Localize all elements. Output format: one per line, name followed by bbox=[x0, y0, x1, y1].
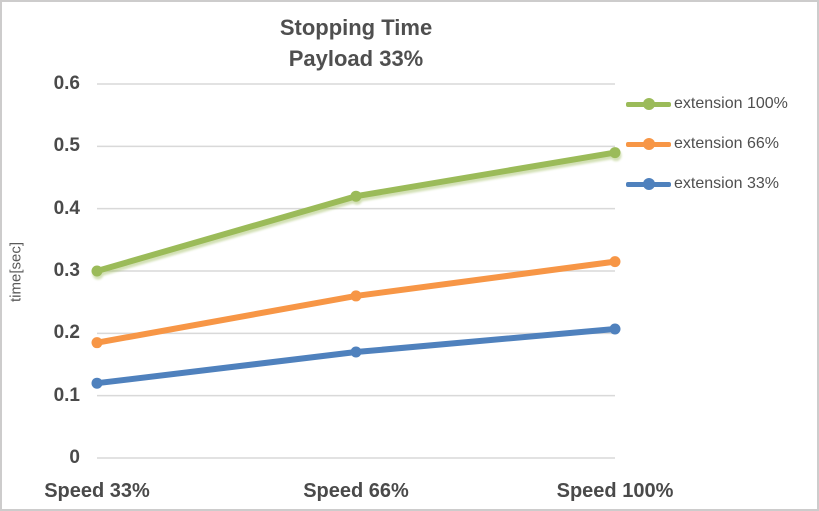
legend-item-extension-100: extension 100% bbox=[626, 84, 788, 124]
legend-marker-extension-100-icon bbox=[626, 98, 671, 110]
data-point-extension-33 bbox=[609, 323, 621, 335]
y-axis-tick-labels: 0.6 0.5 0.4 0.3 0.2 0.1 0 bbox=[2, 2, 80, 509]
legend: extension 100% extension 66% extension 3… bbox=[626, 84, 788, 204]
y-tick-label: 0.2 bbox=[53, 322, 80, 344]
data-point-extension-66 bbox=[350, 290, 362, 302]
series-extension-100 bbox=[91, 147, 621, 277]
data-point-extension-100 bbox=[350, 190, 362, 202]
data-point-extension-33 bbox=[350, 346, 362, 358]
x-tick-label: Speed 100% bbox=[556, 480, 674, 502]
data-point-extension-100 bbox=[609, 147, 621, 159]
x-tick-label: Speed 66% bbox=[303, 480, 409, 502]
legend-label: extension 33% bbox=[674, 175, 779, 192]
y-tick-label: 0.3 bbox=[53, 260, 80, 281]
legend-marker-extension-33-icon bbox=[626, 178, 671, 190]
y-tick-label: 0.6 bbox=[53, 73, 80, 94]
series-extension-33 bbox=[91, 323, 621, 389]
data-point-extension-100 bbox=[91, 265, 103, 277]
data-point-extension-66 bbox=[91, 337, 103, 349]
data-point-extension-33 bbox=[91, 377, 103, 389]
series-extension-66 bbox=[91, 256, 621, 349]
legend-label: extension 66% bbox=[674, 135, 779, 152]
legend-label: extension 100% bbox=[674, 95, 788, 112]
data-point-extension-66 bbox=[609, 256, 621, 268]
chart-title: Stopping Time Payload 33% bbox=[97, 12, 615, 74]
chart-title-line2: Payload 33% bbox=[288, 46, 424, 71]
chart-title-line1: Stopping Time bbox=[279, 15, 433, 40]
legend-item-extension-66: extension 66% bbox=[626, 124, 788, 164]
y-tick-label: 0 bbox=[69, 447, 80, 468]
legend-marker-extension-66-icon bbox=[626, 138, 671, 150]
series-line-extension-66 bbox=[94, 258, 618, 346]
y-tick-label: 0.5 bbox=[53, 135, 80, 157]
y-tick-label: 0.4 bbox=[53, 197, 80, 219]
x-tick-label: Speed 33% bbox=[44, 480, 150, 502]
series-line-extension-100 bbox=[94, 149, 618, 274]
legend-item-extension-33: extension 33% bbox=[626, 164, 788, 204]
y-tick-label: 0.1 bbox=[53, 384, 80, 406]
